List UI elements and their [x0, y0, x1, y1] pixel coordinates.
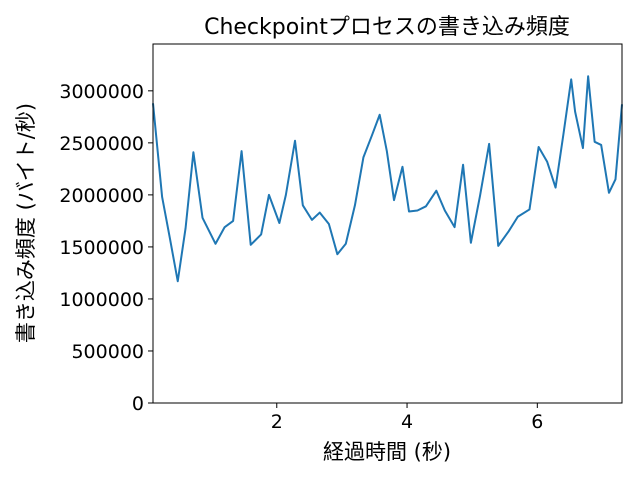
x-tick-label: 4	[401, 411, 413, 433]
x-tick-label: 2	[271, 411, 283, 433]
y-tick-label: 1000000	[59, 289, 144, 311]
y-tick-label: 500000	[71, 341, 144, 363]
plot-area	[152, 75, 623, 283]
y-axis-label: 書き込み頻度 (バイト/秒)	[14, 103, 38, 343]
y-axis: 0 500000 1000000 1500000 2000000 2500000 30000…	[59, 81, 153, 415]
x-axis-label: 経過時間 (秒)	[323, 440, 451, 464]
plot-frame	[152, 43, 623, 404]
y-tick-label: 0	[132, 393, 144, 415]
x-axis: 2 4 6	[271, 403, 543, 433]
y-tick-label: 3000000	[59, 81, 144, 103]
x-tick-label: 6	[531, 411, 543, 433]
series-line	[152, 75, 623, 283]
chart-title: Checkpointプロセスの書き込み頻度	[204, 15, 570, 40]
y-tick-label: 2500000	[59, 133, 144, 155]
y-tick-label: 1500000	[59, 237, 144, 259]
y-tick-label: 2000000	[59, 185, 144, 207]
